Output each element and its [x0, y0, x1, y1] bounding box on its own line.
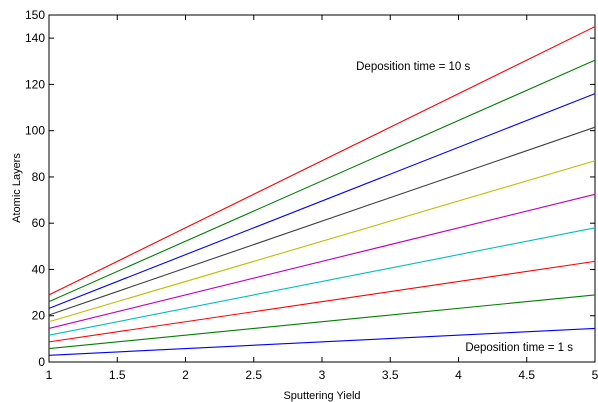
y-tick-label: 150	[25, 8, 45, 22]
x-tick-label: 3	[319, 368, 326, 382]
x-tick-label: 3.5	[382, 368, 399, 382]
x-tick-label: 2	[182, 368, 189, 382]
series-line-7	[48, 126, 596, 316]
series-line-5	[48, 193, 596, 329]
x-tick-label: 5	[592, 368, 598, 382]
y-axis-label: Atomic Layers	[11, 153, 23, 223]
y-tick-label: 20	[32, 309, 46, 323]
annotation-1: Deposition time = 10 s	[356, 61, 470, 73]
y-tick-label: 100	[25, 124, 45, 138]
series-line-8	[48, 93, 596, 309]
series-line-10	[48, 26, 596, 296]
y-tick-label: 60	[32, 216, 46, 230]
tick-layer: 1 1.5 2 2.5 3 3.5 4 4.5 5 0 20 40 60 80 100 120 140 150	[25, 8, 598, 382]
x-axis-label: Sputtering Yield	[283, 390, 360, 402]
y-tick-label: 0	[38, 355, 45, 369]
x-tick-label: 4	[455, 368, 462, 382]
series-line-2	[48, 294, 596, 350]
y-tick-label: 140	[25, 31, 45, 45]
series-layer	[48, 26, 596, 356]
annotation-layer: Deposition time = 10 s Deposition time = …	[356, 61, 573, 354]
x-tick-label: 1	[46, 368, 53, 382]
annotation-2: Deposition time = 1 s	[465, 342, 573, 354]
y-tick-label: 120	[25, 77, 45, 91]
series-line-6	[48, 160, 596, 323]
series-line-4	[48, 227, 596, 336]
x-tick-label: 4.5	[518, 368, 535, 382]
y-tick-label: 40	[32, 262, 46, 276]
series-line-3	[48, 260, 596, 343]
x-tick-label: 1.5	[109, 368, 126, 382]
series-line-9	[48, 59, 596, 303]
x-tick-label: 2.5	[245, 368, 262, 382]
series-line-1	[48, 327, 596, 356]
y-tick-label: 80	[32, 170, 46, 184]
